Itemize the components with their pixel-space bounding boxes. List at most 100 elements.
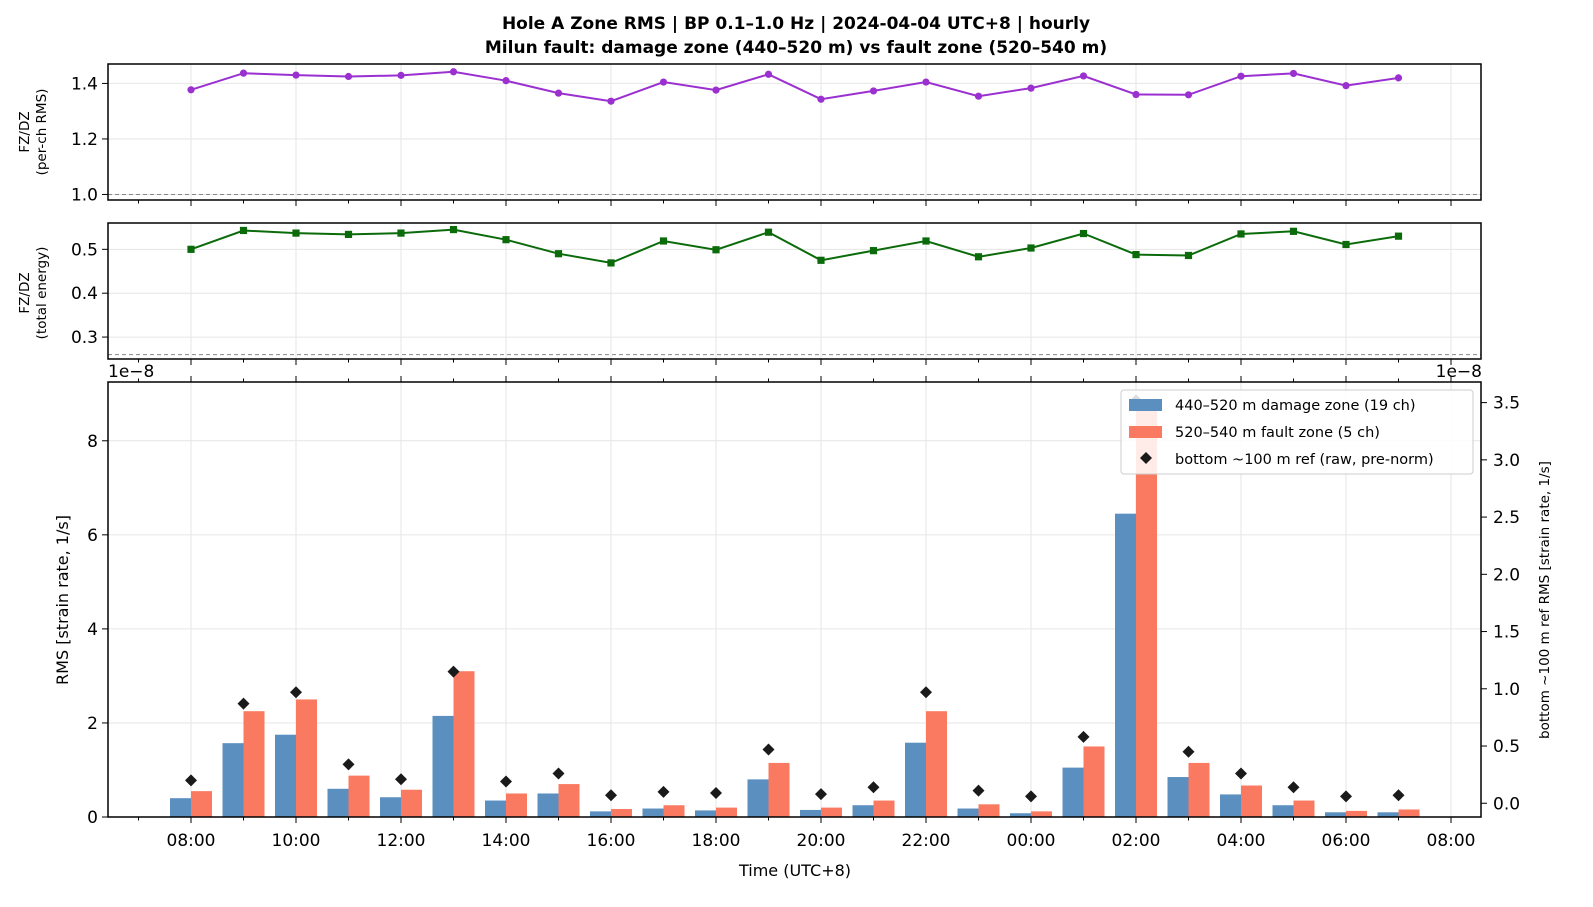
ref-marker [552, 767, 565, 780]
p2-point [659, 237, 668, 245]
damage-zone-bar [642, 808, 664, 817]
ref-ytick-label: 1.5 [1493, 623, 1520, 643]
ref-marker [1340, 790, 1352, 803]
p2-point [1237, 230, 1245, 238]
damage-zone-bar [747, 779, 769, 817]
rms-ytick-label: 4 [87, 620, 98, 640]
damage-zone-bar [1062, 767, 1084, 817]
rms-ylabel: RMS [strain rate, 1/s] [53, 515, 72, 685]
ref-ylabel-right: bottom ~100 m ref RMS [strain rate, 1/s] [1537, 461, 1553, 739]
x-axis-label: Time (UTC+8) [738, 861, 851, 880]
fault-zone-bar [348, 775, 370, 817]
ref-marker [1287, 781, 1300, 794]
damage-zone-bar [590, 811, 611, 817]
damage-zone-bar [1115, 513, 1136, 817]
ref-marker [972, 784, 985, 797]
ref-ytick-label: 2.0 [1493, 565, 1520, 585]
ratio-rms-ylabel-line-1: FZ/DZ [17, 111, 33, 152]
damage-zone-bar [170, 798, 191, 817]
rms-bars [170, 407, 1420, 817]
damage-zone-bar [432, 715, 454, 817]
p1-point [607, 97, 615, 105]
ref-marker [1182, 745, 1195, 758]
p1-point [1394, 74, 1403, 82]
p2-point [554, 250, 563, 258]
fault-zone-bar [926, 711, 947, 817]
p1-point [187, 86, 195, 94]
ref-marker [920, 686, 932, 699]
damage-zone-bar [905, 742, 926, 817]
ref-marker [1235, 767, 1247, 780]
fault-zone-bar [768, 762, 790, 817]
p1-point [817, 95, 825, 103]
p1-point [344, 72, 353, 81]
ratio-energy-ticks: 0.3 0.4 0.5 [71, 240, 1452, 365]
ratio-rms-series-line [190, 70, 1399, 103]
p2-point [607, 259, 615, 267]
p1-point [1237, 72, 1245, 80]
x-tick-label: 10:00 [272, 831, 321, 851]
p2-point [397, 229, 405, 237]
fault-zone-bar [1083, 746, 1105, 817]
x-tick-label: 06:00 [1322, 831, 1371, 851]
fault-zone-bar [1398, 809, 1420, 817]
p2-point [1342, 240, 1350, 249]
damage-zone-bar [1220, 794, 1241, 817]
left-offset-label: 1e−8 [108, 362, 154, 382]
legend-marker-ref [1140, 452, 1152, 464]
p1-point [1289, 69, 1298, 78]
damage-zone-bar [800, 809, 821, 817]
ref-marker [710, 786, 722, 799]
p1-point [397, 71, 405, 79]
ratio-energy-points [187, 225, 1403, 267]
ref-ytick-label: 0.5 [1493, 737, 1520, 757]
ref-marker [762, 743, 775, 756]
p1-point [869, 87, 878, 95]
damage-zone-bar [1167, 777, 1189, 817]
damage-zone-bar [380, 797, 401, 817]
damage-zone-bar [1325, 812, 1346, 817]
damage-zone-bar [957, 808, 979, 817]
fault-zone-bar [1031, 811, 1052, 817]
ref-marker [290, 686, 302, 699]
legend-swatch-damage-zone [1129, 399, 1162, 411]
p1-point [502, 77, 510, 85]
p2-point [817, 256, 825, 264]
legend-label-ref: bottom ~100 m ref (raw, pre-norm) [1175, 452, 1434, 468]
p1-point [922, 78, 930, 86]
ref-marker [867, 781, 880, 794]
fault-zone-bar [1136, 407, 1157, 817]
legend-swatch-fault-zone [1129, 426, 1162, 438]
p1-point [1132, 90, 1140, 99]
ratio-rms-points [187, 68, 1403, 105]
ref-marker [185, 774, 197, 787]
fault-zone-bar [611, 809, 632, 817]
p1-ytick-label: 1.4 [71, 74, 98, 94]
ref-ytick-label: 0.0 [1493, 794, 1520, 814]
ref-marker [500, 775, 512, 788]
p1-ytick-label: 1.2 [71, 130, 98, 150]
x-tick-label: 08:00 [1427, 831, 1476, 851]
damage-zone-bar [485, 800, 506, 817]
damage-zone-bar [327, 788, 349, 817]
fault-zone-bar [716, 807, 737, 817]
ref-marker [657, 785, 670, 798]
rms-ytick-label: 2 [87, 714, 98, 734]
fault-zone-bar [296, 699, 317, 817]
ratio-energy-ylabel-line-2: (total energy) [34, 247, 50, 340]
p1-point [292, 71, 300, 79]
ratio-rms-ticks: 1.0 1.2 1.4 [71, 74, 1452, 206]
rms-ytick-label: 0 [87, 808, 98, 828]
damage-zone-bar [275, 734, 296, 817]
ratio-energy-axes-frame [107, 222, 1482, 360]
x-tick-label: 04:00 [1217, 831, 1266, 851]
p2-point [502, 236, 510, 244]
rms-ytick-label: 8 [87, 432, 98, 452]
damage-zone-bar [1272, 805, 1294, 817]
fault-zone-bar [191, 791, 212, 817]
x-tick-label: 16:00 [587, 831, 636, 851]
p1-point [712, 86, 720, 94]
damage-zone-bar [1377, 812, 1399, 817]
ratio-energy-panel: 0.3 0.4 0.5 FZ/DZ (total energy) [17, 222, 1482, 365]
legend-label-damage-zone: 440–520 m damage zone (19 ch) [1175, 398, 1416, 414]
